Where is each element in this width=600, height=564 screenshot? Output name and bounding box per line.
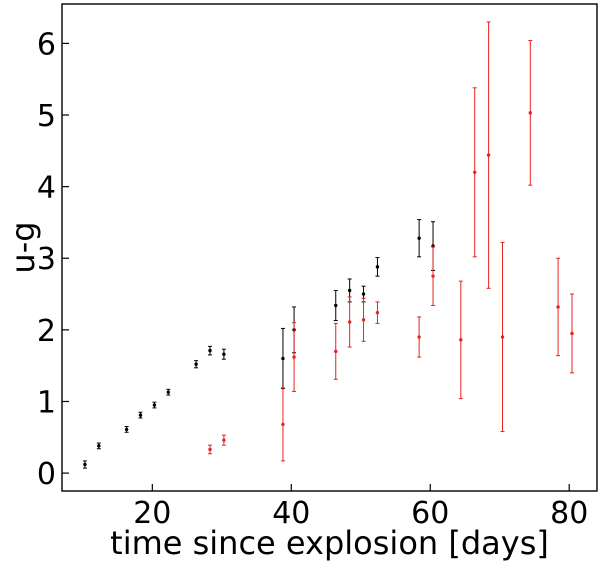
y-tick-label: 5: [37, 99, 56, 134]
x-tick-label: 40: [272, 496, 310, 531]
data-point: [208, 348, 212, 353]
data-point: [375, 310, 380, 315]
data-point: [375, 265, 380, 269]
data-point: [500, 335, 505, 339]
data-point: [194, 362, 198, 366]
y-tick-label: 4: [37, 171, 56, 206]
y-tick-label: 1: [37, 385, 56, 420]
x-tick-label: 80: [550, 496, 588, 531]
data-point: [334, 303, 338, 308]
data-point: [556, 305, 560, 309]
y-axis-label: u-g: [4, 221, 42, 273]
plot-frame: [61, 3, 598, 492]
plot-marks: [82, 21, 574, 469]
y-tick-label: 6: [37, 27, 56, 62]
x-axis: 20 40 60 80: [133, 484, 588, 531]
data-point: [152, 403, 157, 407]
data-point: [208, 447, 212, 452]
data-point: [361, 292, 366, 296]
y-axis: 0 1 2 3 4 5 6: [37, 27, 69, 492]
data-point: [347, 288, 352, 293]
y-tick-label: 2: [37, 314, 56, 349]
x-tick-label: 60: [411, 496, 449, 531]
y-tick-label: 3: [37, 242, 56, 277]
y-tick-label: 0: [37, 457, 56, 492]
data-point: [347, 320, 352, 324]
data-point: [222, 438, 226, 442]
data-point: [166, 390, 171, 394]
series-0: [82, 219, 436, 469]
x-axis-label: time since explosion [days]: [110, 524, 549, 562]
x-tick-label: 20: [133, 496, 171, 531]
data-point: [570, 331, 574, 336]
data-point: [138, 413, 143, 417]
data-point: [222, 352, 226, 356]
data-point: [124, 427, 129, 432]
data-point: [417, 236, 421, 240]
data-point: [459, 338, 463, 342]
data-point: [417, 335, 421, 339]
data-point: [473, 170, 477, 175]
data-point: [292, 355, 296, 359]
series-1: [207, 21, 574, 462]
data-point: [528, 111, 532, 115]
data-point: [361, 318, 366, 322]
data-point: [486, 153, 491, 157]
data-point: [97, 444, 101, 448]
data-point: [281, 422, 285, 427]
data-point: [281, 356, 285, 361]
data-point: [431, 274, 435, 278]
data-point: [334, 349, 338, 354]
data-point: [83, 462, 87, 467]
